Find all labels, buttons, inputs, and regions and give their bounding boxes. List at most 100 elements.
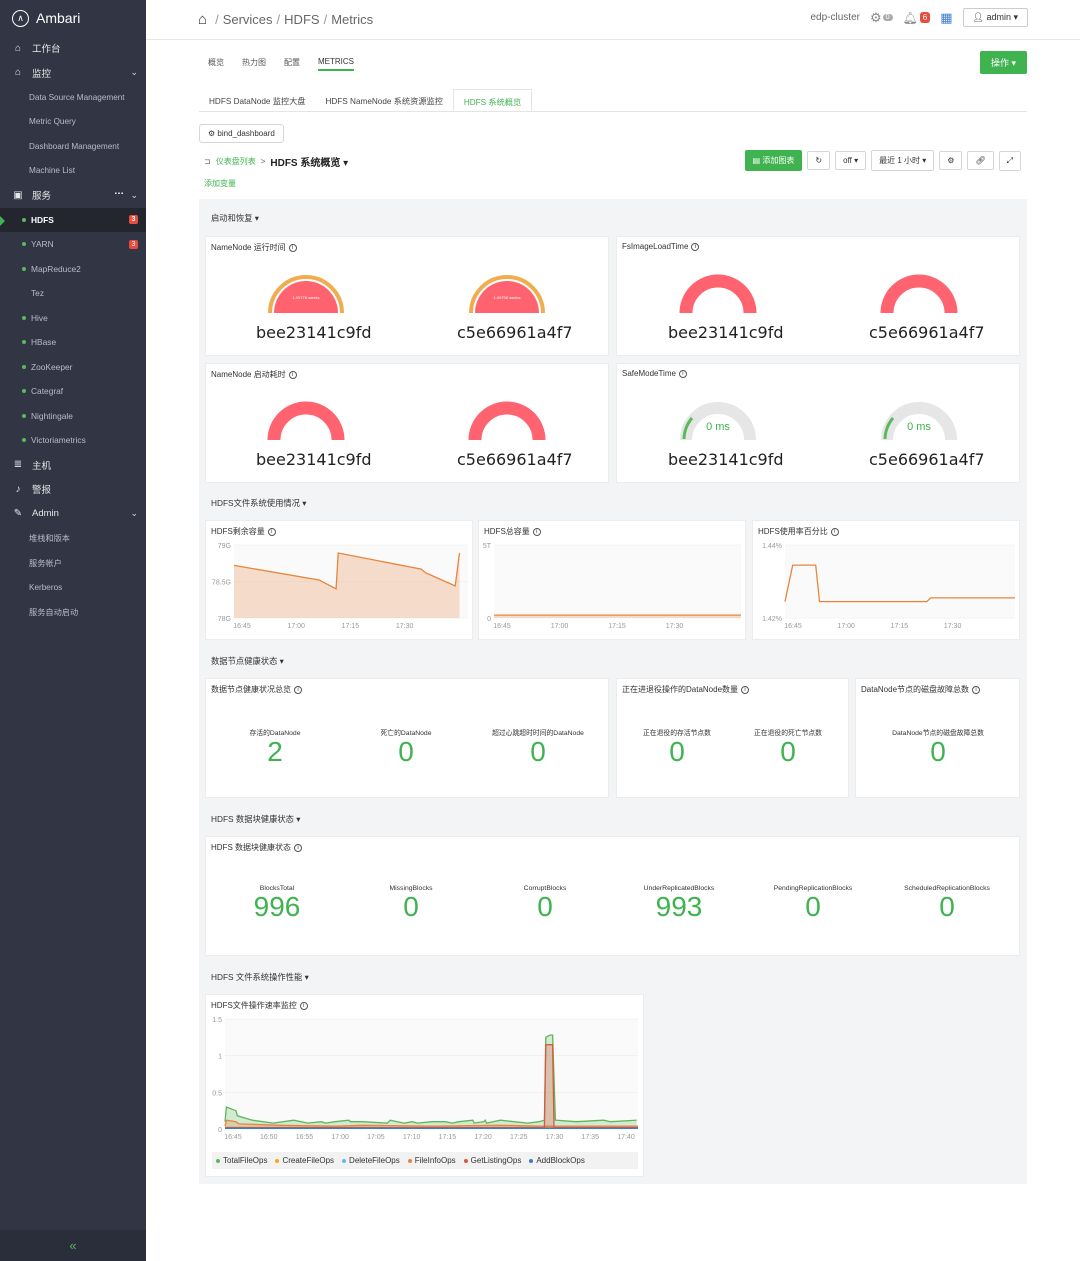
link-icon: 🔗︎: [975, 156, 986, 165]
time-range-select[interactable]: 最近 1 小时 ▾: [871, 150, 935, 171]
more-icon[interactable]: …: [114, 186, 124, 197]
legend-item[interactable]: TotalFileOps: [216, 1156, 267, 1165]
breadcrumb-services[interactable]: Services: [222, 12, 273, 27]
alerts-bell-icon[interactable]: 🔔︎: [902, 10, 918, 25]
x-tick-label: 17:00: [551, 623, 569, 630]
x-tick-label: 17:00: [331, 1134, 349, 1141]
legend-item[interactable]: DeleteFileOps: [342, 1156, 400, 1165]
panel-title: HDFS 数据块健康状态: [211, 843, 291, 852]
sidebar-item-yarn[interactable]: YARN 3: [0, 232, 146, 257]
sidebar-item-victoriametrics[interactable]: Victoriametrics: [0, 428, 146, 453]
legend-item[interactable]: FileInfoOps: [407, 1156, 456, 1165]
sidebar-item-hosts[interactable]: ≣ 主机: [0, 453, 146, 478]
user-icon: 👤︎: [972, 12, 984, 22]
sidebar-item-admin[interactable]: ✎ Admin ⌄: [0, 502, 146, 527]
info-icon[interactable]: i: [267, 527, 276, 536]
settings-button[interactable]: ⚙: [939, 151, 963, 170]
sidebar-item-label: Metric Query: [29, 117, 76, 127]
status-dot-icon: [22, 217, 26, 222]
info-icon[interactable]: i: [294, 685, 302, 694]
tab-heatmaps[interactable]: 热力图: [242, 58, 266, 67]
dashboard-list-link[interactable]: 仪表盘列表: [215, 157, 256, 166]
info-icon[interactable]: i: [288, 370, 297, 379]
panel-title: HDFS文件操作速率监控: [211, 1001, 297, 1010]
add-chart-button[interactable]: ▤ 添加图表: [744, 150, 803, 171]
info-icon[interactable]: i: [294, 843, 302, 852]
home-icon[interactable]: ⌂: [198, 11, 208, 28]
sidebar-item-data-source[interactable]: Data Source Management: [0, 85, 146, 110]
stat-value: 0: [939, 891, 955, 922]
sidebar-item-monitor[interactable]: ⌂ 监控 ⌄: [0, 61, 146, 86]
info-icon[interactable]: i: [830, 527, 839, 536]
sidebar-item-hbase[interactable]: HBase: [0, 330, 146, 355]
legend-item[interactable]: GetListingOps: [463, 1156, 521, 1165]
dashboard-title-select[interactable]: HDFS 系统概览 ▾: [270, 158, 349, 169]
row-fs-usage[interactable]: HDFS文件系统使用情况 ▾: [211, 498, 307, 508]
breadcrumb-hdfs[interactable]: HDFS: [284, 12, 320, 27]
sidebar-item-tez[interactable]: Tez: [0, 281, 146, 306]
gauge-value: 0 ms: [907, 421, 931, 433]
sidebar-item-hive[interactable]: Hive: [0, 306, 146, 331]
tab-summary[interactable]: 概览: [208, 58, 224, 67]
add-variable-link[interactable]: 添加变量: [204, 179, 236, 188]
bind-dashboard-button[interactable]: ⚙ bind_dashboard: [199, 124, 284, 143]
dashboard-toolbar: ▤ 添加图表 ↻ off ▾ 最近 1 小时 ▾ ⚙ 🔗︎ ⤢: [744, 150, 1021, 171]
x-tick-label: 17:30: [546, 1134, 564, 1141]
sidebar-item-dashboard[interactable]: ⌂ 工作台: [0, 36, 146, 61]
row-startup[interactable]: 启动和恢复 ▾: [211, 213, 259, 223]
tab-namenode-dashboard[interactable]: HDFS NameNode 系统资源监控: [325, 97, 443, 106]
sidebar-item-services[interactable]: ▣ 服务 … ⌄: [0, 183, 146, 208]
actions-button[interactable]: 操作 ▾: [979, 51, 1027, 74]
refresh-button[interactable]: ↻: [807, 151, 831, 170]
legend-item[interactable]: AddBlockOps: [529, 1156, 585, 1165]
info-icon[interactable]: i: [299, 1001, 308, 1010]
sidebar-item-dashboard-mgmt[interactable]: Dashboard Management: [0, 134, 146, 159]
back-icon[interactable]: ⊐: [204, 157, 211, 166]
info-icon[interactable]: i: [972, 685, 981, 694]
info-icon[interactable]: i: [691, 242, 700, 251]
sidebar-item-service-accounts[interactable]: 服务帐户: [0, 551, 146, 576]
tab-metrics[interactable]: METRICS: [318, 57, 354, 71]
auto-refresh-select[interactable]: off ▾: [835, 151, 867, 170]
tab-datanode-dashboard[interactable]: HDFS DataNode 监控大盘: [209, 97, 306, 106]
sidebar-item-mapreduce2[interactable]: MapReduce2: [0, 257, 146, 282]
sidebar-item-stack-versions[interactable]: 堆栈和版本: [0, 526, 146, 551]
y-tick-label: 1.5: [212, 1017, 222, 1024]
sidebar-item-alerts[interactable]: ♪ 警报: [0, 477, 146, 502]
stat-label: 正在退役的存活节点数: [643, 730, 711, 737]
legend-item[interactable]: CreateFileOps: [275, 1156, 334, 1165]
sidebar-item-label: MapReduce2: [31, 263, 81, 274]
gauge-arc: 173 ms: [880, 274, 958, 314]
sidebar-item-metric-query[interactable]: Metric Query: [0, 110, 146, 135]
row-dn-health[interactable]: 数据节点健康状态 ▾: [211, 656, 284, 666]
fullscreen-button[interactable]: ⤢: [998, 150, 1021, 171]
bell-icon: ♪: [15, 483, 21, 495]
tab-hdfs-overview[interactable]: HDFS 系统概览: [452, 89, 533, 111]
series-line: [224, 1034, 637, 1124]
row-fs-ops[interactable]: HDFS 文件系统操作性能 ▾: [211, 972, 309, 982]
sidebar-item-nightingale[interactable]: Nightingale: [0, 404, 146, 429]
sidebar: ∧ Ambari ⌂ 工作台 ⌂ 监控 ⌄ Data Source Management…: [0, 0, 146, 1261]
user-menu-button[interactable]: 👤︎ admin ▾: [962, 8, 1028, 27]
app-logo[interactable]: ∧ Ambari: [0, 0, 146, 36]
sidebar-item-hdfs[interactable]: HDFS 3: [0, 207, 146, 232]
tab-configs[interactable]: 配置: [284, 58, 300, 67]
sidebar-item-machine-list[interactable]: Machine List: [0, 159, 146, 184]
panel-file-ops-rate: HDFS文件操作速率监控 i 1.5 1 0.5 0 16:45 16:50 16:55 17:…: [205, 994, 644, 1177]
info-icon[interactable]: i: [741, 685, 750, 694]
gauge-arc: 277 ms: [468, 401, 546, 441]
info-icon[interactable]: i: [288, 243, 297, 252]
share-link-button[interactable]: 🔗︎: [967, 151, 994, 170]
sidebar-item-auto-start[interactable]: 服务自动启动: [0, 600, 146, 625]
collapse-sidebar-button[interactable]: «: [0, 1230, 146, 1261]
panel-title: NameNode 启动耗时: [211, 370, 286, 379]
info-icon[interactable]: i: [678, 369, 687, 378]
background-ops-gear-icon[interactable]: ⚙: [869, 9, 882, 25]
row-block-health[interactable]: HDFS 数据块健康状态 ▾: [211, 814, 301, 824]
sidebar-item-kerberos[interactable]: Kerberos: [0, 575, 146, 600]
sidebar-item-zookeeper[interactable]: ZooKeeper: [0, 355, 146, 380]
views-grid-icon[interactable]: ▦: [940, 9, 953, 25]
sidebar-item-categraf[interactable]: Categraf: [0, 379, 146, 404]
info-icon[interactable]: i: [532, 527, 541, 536]
